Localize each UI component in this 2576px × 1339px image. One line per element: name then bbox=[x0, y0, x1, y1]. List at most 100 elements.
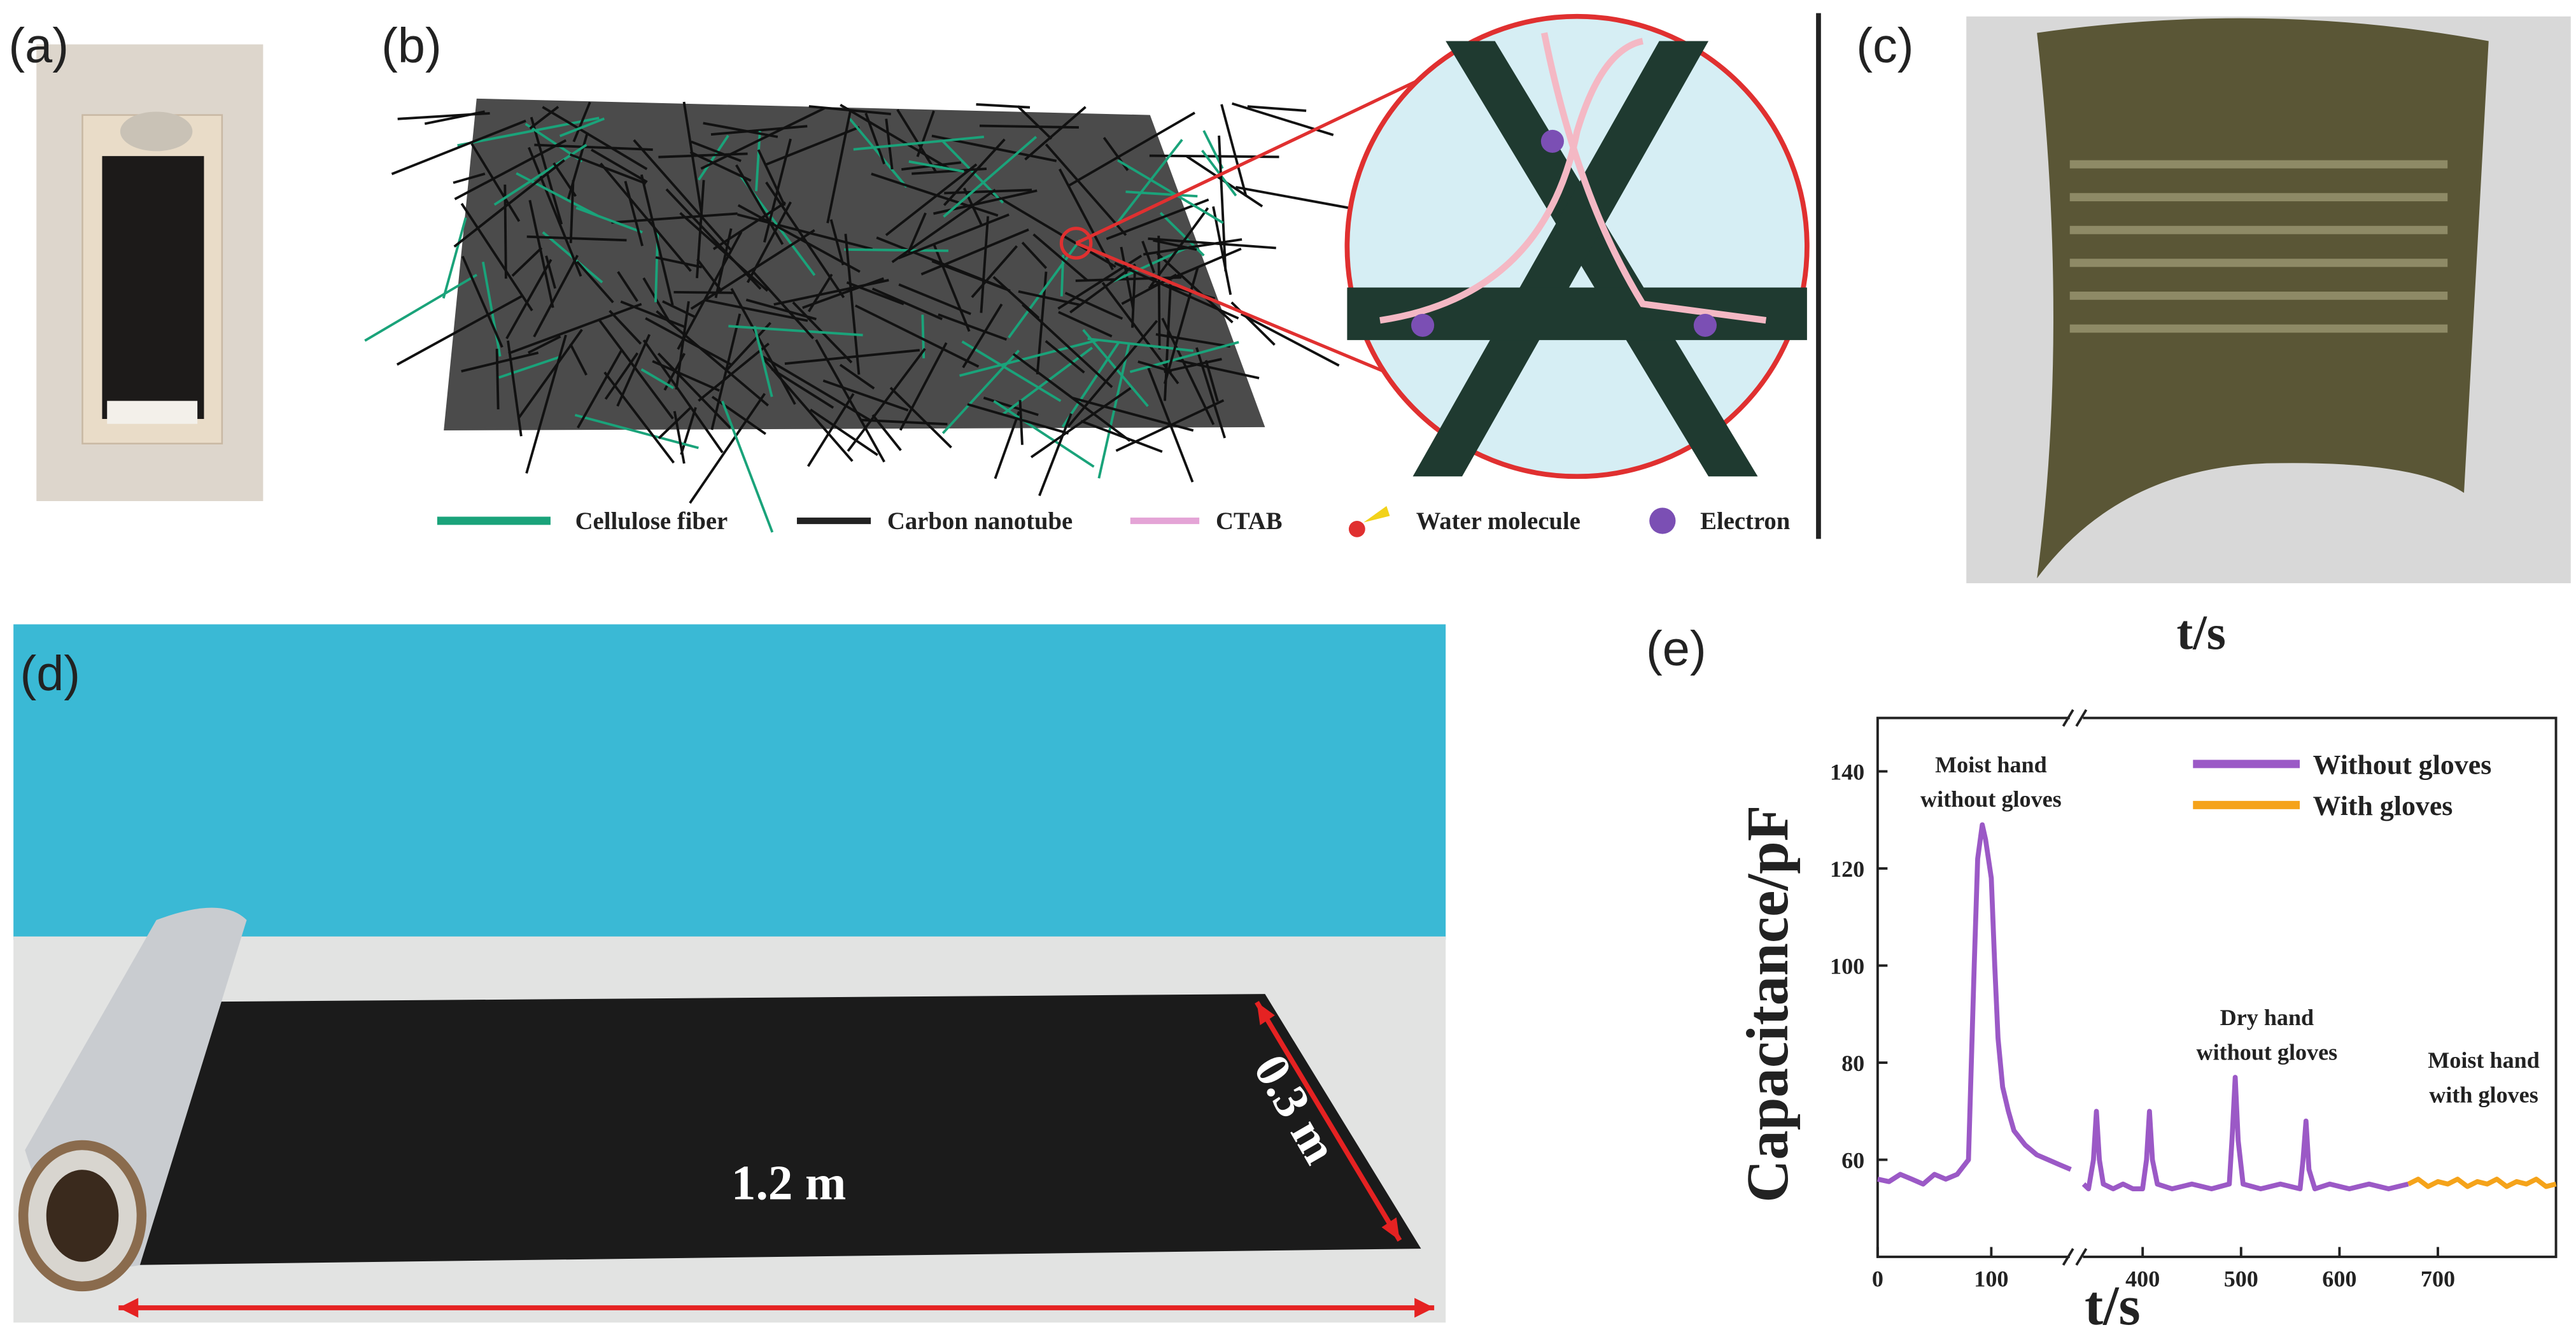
fiber bbox=[689, 393, 766, 504]
fiber bbox=[1148, 237, 1276, 250]
fiber bbox=[1059, 168, 1114, 271]
fiber bbox=[1161, 318, 1215, 425]
fiber bbox=[1131, 271, 1136, 328]
fiber bbox=[454, 139, 567, 201]
y-axis-label: Capacitance/pF bbox=[1735, 805, 1801, 1202]
fiber bbox=[1021, 241, 1048, 269]
fiber bbox=[1038, 413, 1073, 497]
plot-frame bbox=[1876, 716, 2558, 1258]
fiber bbox=[396, 295, 523, 366]
axis-break bbox=[2062, 709, 2088, 727]
fiber bbox=[689, 151, 752, 182]
fiber bbox=[442, 217, 467, 299]
fiber bbox=[577, 348, 624, 429]
fiber bbox=[761, 355, 871, 422]
zoom-spot bbox=[1059, 227, 1093, 260]
series-line bbox=[1877, 822, 2409, 1192]
fiber bbox=[656, 310, 769, 407]
fiber bbox=[528, 199, 554, 308]
fiber bbox=[652, 360, 721, 392]
x-tick-label: 600 bbox=[2322, 1266, 2356, 1291]
fiber bbox=[1195, 347, 1227, 439]
fiber bbox=[1117, 159, 1224, 224]
fiber bbox=[1012, 353, 1131, 442]
fiber bbox=[1045, 340, 1085, 374]
fiber bbox=[980, 216, 990, 313]
fiber bbox=[710, 125, 808, 136]
panel-label: (a) bbox=[8, 18, 69, 73]
fiber bbox=[457, 117, 600, 147]
fiber bbox=[757, 149, 786, 206]
x-tick-label: 700 bbox=[2421, 1266, 2455, 1291]
fiber bbox=[1001, 346, 1093, 416]
fiber bbox=[855, 304, 980, 368]
fiber bbox=[505, 259, 553, 339]
fiber bbox=[665, 188, 762, 290]
fiber bbox=[508, 302, 642, 355]
fiber bbox=[899, 342, 948, 431]
fiber bbox=[1097, 343, 1130, 479]
series-line bbox=[2407, 1177, 2557, 1189]
fiber bbox=[453, 172, 486, 184]
fiber bbox=[784, 348, 920, 365]
fiber bbox=[891, 188, 996, 264]
fiber bbox=[871, 414, 902, 451]
fiber bbox=[698, 134, 729, 181]
fiber bbox=[726, 322, 771, 371]
fiber bbox=[673, 411, 686, 464]
fiber bbox=[1032, 233, 1088, 282]
fiber bbox=[675, 301, 690, 390]
fiber bbox=[470, 143, 521, 222]
annotation: 1.2 m bbox=[731, 1156, 847, 1210]
fiber bbox=[460, 202, 533, 311]
fiber bbox=[765, 181, 845, 299]
fiber bbox=[752, 271, 815, 339]
fiber bbox=[847, 348, 926, 452]
annotation: with gloves bbox=[2429, 1082, 2538, 1107]
fiber bbox=[971, 245, 1018, 299]
fiber bbox=[481, 261, 502, 357]
fiber bbox=[525, 334, 567, 474]
fiber bbox=[728, 325, 863, 337]
legend-label: Carbon nanotube bbox=[887, 508, 1073, 535]
fiber bbox=[911, 167, 987, 175]
fiber bbox=[771, 368, 834, 409]
panel-label: (d) bbox=[20, 646, 80, 701]
y-tick-label: 140 bbox=[1830, 759, 1864, 784]
fiber bbox=[498, 356, 560, 379]
x-tick-label: 0 bbox=[1872, 1266, 1883, 1291]
fiber bbox=[907, 212, 927, 253]
fiber bbox=[848, 118, 908, 188]
fiber bbox=[655, 256, 703, 269]
fiber bbox=[559, 117, 605, 138]
fiber bbox=[542, 106, 648, 171]
fiber bbox=[1163, 266, 1199, 385]
legend-label: With gloves bbox=[2313, 791, 2453, 821]
fiber bbox=[364, 273, 477, 342]
fiber bbox=[600, 162, 692, 272]
fiber bbox=[526, 235, 627, 242]
fiber bbox=[1141, 241, 1156, 274]
fiber bbox=[1045, 143, 1127, 236]
annotation: Moist hand bbox=[2428, 1047, 2540, 1073]
fiber bbox=[545, 255, 557, 289]
fiber bbox=[1072, 397, 1194, 432]
photo-a bbox=[36, 44, 264, 502]
fiber bbox=[871, 173, 999, 217]
fiber bbox=[962, 303, 1003, 369]
fiber bbox=[495, 348, 500, 409]
zoom-inset bbox=[1344, 13, 1810, 479]
annotation: Moist hand bbox=[1935, 752, 2047, 777]
fiber bbox=[1157, 236, 1161, 350]
fiber bbox=[1018, 290, 1081, 307]
fiber bbox=[703, 122, 778, 138]
fiber bbox=[993, 400, 1095, 468]
fiber bbox=[1061, 341, 1120, 428]
panel-label: (c) bbox=[1856, 18, 1913, 73]
fiber bbox=[611, 212, 738, 224]
fiber bbox=[753, 325, 773, 397]
y-tick-label: 60 bbox=[1841, 1147, 1864, 1173]
legend-b bbox=[437, 506, 1676, 537]
x-tick-label: 100 bbox=[1974, 1266, 2008, 1291]
fiber bbox=[1125, 190, 1198, 198]
